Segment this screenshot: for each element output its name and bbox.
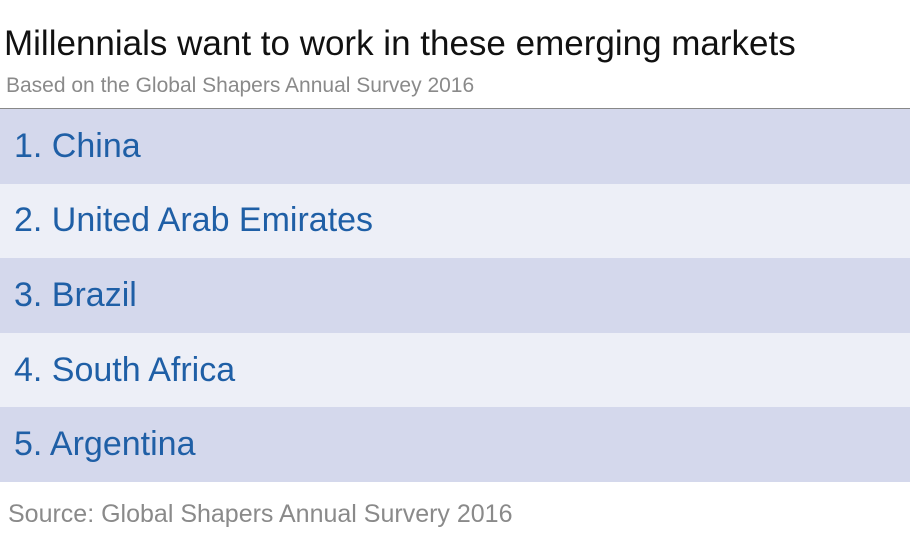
ranking-list: 1. China 2. United Arab Emirates 3. Brazil…	[0, 109, 910, 482]
title: Millennials want to work in these emergi…	[4, 24, 796, 63]
source: Source: Global Shapers Annual Survery 20…	[8, 500, 513, 528]
list-row: 5. Argentina	[0, 407, 910, 482]
list-row: 4. South Africa	[0, 332, 910, 408]
list-row: 2. United Arab Emirates	[0, 183, 910, 259]
list-row: 1. China	[0, 109, 910, 184]
divider	[0, 108, 910, 109]
subtitle: Based on the Global Shapers Annual Surve…	[6, 74, 475, 97]
list-row: 3. Brazil	[0, 258, 910, 333]
